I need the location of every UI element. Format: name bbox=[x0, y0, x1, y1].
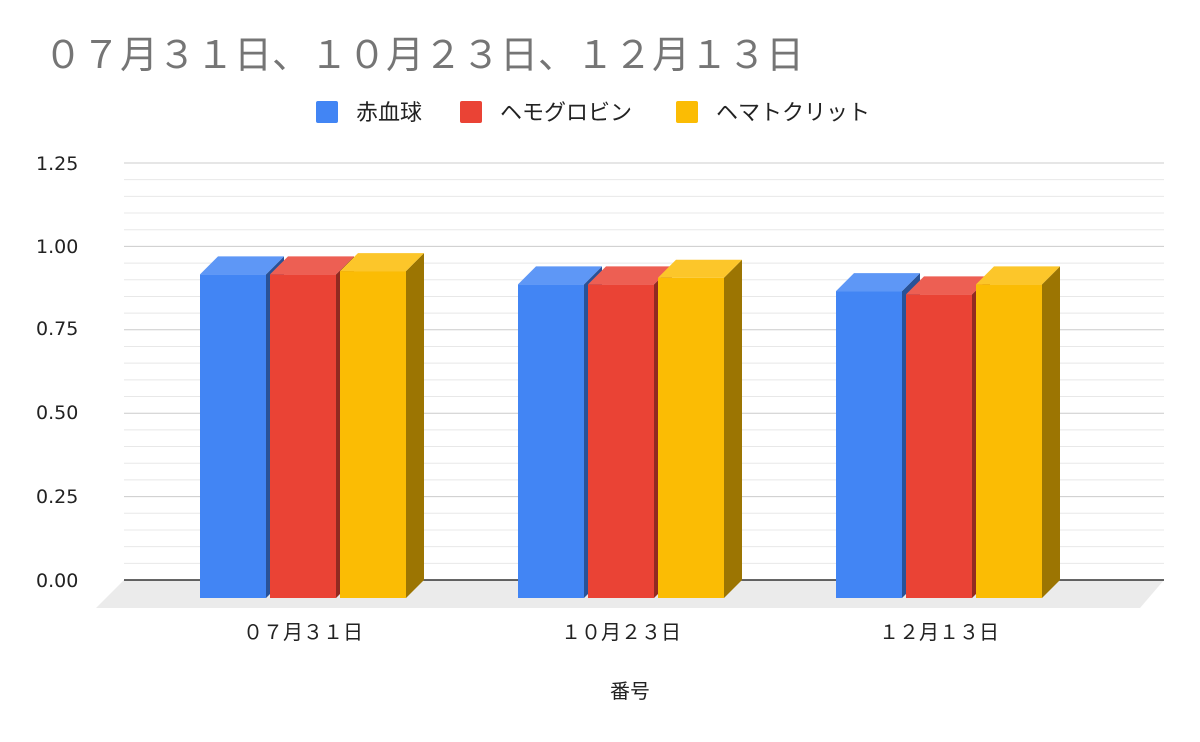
y-tick-3: 0.75 bbox=[36, 318, 78, 340]
y-tick-4: 1.00 bbox=[36, 236, 78, 258]
bar-hematocrit-3 bbox=[976, 266, 1060, 598]
bars bbox=[200, 253, 1060, 598]
bar-red-blood-cells-2 bbox=[518, 266, 602, 598]
bar-front bbox=[270, 274, 336, 598]
bar-front bbox=[976, 284, 1042, 598]
bar-top bbox=[658, 259, 742, 278]
bar-hematocrit-1 bbox=[340, 253, 424, 598]
bar-top bbox=[340, 253, 424, 272]
y-tick-0: 0.00 bbox=[36, 570, 78, 592]
bar-side bbox=[406, 253, 424, 598]
y-axis-ticks: 0.00 0.25 0.50 0.75 1.00 1.25 bbox=[36, 153, 78, 592]
bar-front bbox=[518, 284, 584, 598]
bar-top bbox=[976, 266, 1060, 285]
bar-front bbox=[200, 274, 266, 598]
x-tick-2: １２月１３日 bbox=[879, 620, 999, 644]
legend-swatch-red-blood-cells bbox=[316, 101, 338, 123]
bar-front bbox=[836, 291, 902, 598]
bar-side bbox=[724, 259, 742, 598]
bar-front bbox=[340, 271, 406, 598]
bar-top bbox=[200, 256, 284, 275]
x-tick-1: １０月２３日 bbox=[561, 620, 681, 644]
legend-swatch-hemoglobin bbox=[460, 101, 482, 123]
y-tick-5: 1.25 bbox=[36, 153, 78, 175]
bar-top bbox=[270, 256, 354, 275]
legend-label-hematocrit: ヘマトクリット bbox=[716, 101, 870, 126]
bar-top bbox=[836, 273, 920, 292]
y-tick-2: 0.50 bbox=[36, 402, 78, 424]
bar-hematocrit-2 bbox=[658, 259, 742, 598]
x-axis-ticks: ０７月３１日 １０月２３日 １２月１３日 bbox=[243, 620, 999, 644]
bar-top bbox=[906, 276, 990, 295]
bar-front bbox=[658, 277, 724, 598]
x-tick-0: ０７月３１日 bbox=[243, 620, 363, 644]
bar-front bbox=[906, 294, 972, 598]
chart-title: ０７月３１日、１０月２３日、１２月１３日 bbox=[44, 33, 804, 77]
legend: 赤血球 ヘモグロビン ヘマトクリット bbox=[316, 101, 870, 126]
bar-front bbox=[588, 284, 654, 598]
x-axis-label: 番号 bbox=[610, 679, 650, 703]
bar-top bbox=[588, 266, 672, 285]
legend-swatch-hematocrit bbox=[676, 101, 698, 123]
bar-top bbox=[518, 266, 602, 285]
legend-label-hemoglobin: ヘモグロビン bbox=[500, 101, 632, 126]
y-tick-1: 0.25 bbox=[36, 486, 78, 508]
bar-side bbox=[1042, 266, 1060, 598]
legend-label-red-blood-cells: 赤血球 bbox=[356, 101, 422, 126]
